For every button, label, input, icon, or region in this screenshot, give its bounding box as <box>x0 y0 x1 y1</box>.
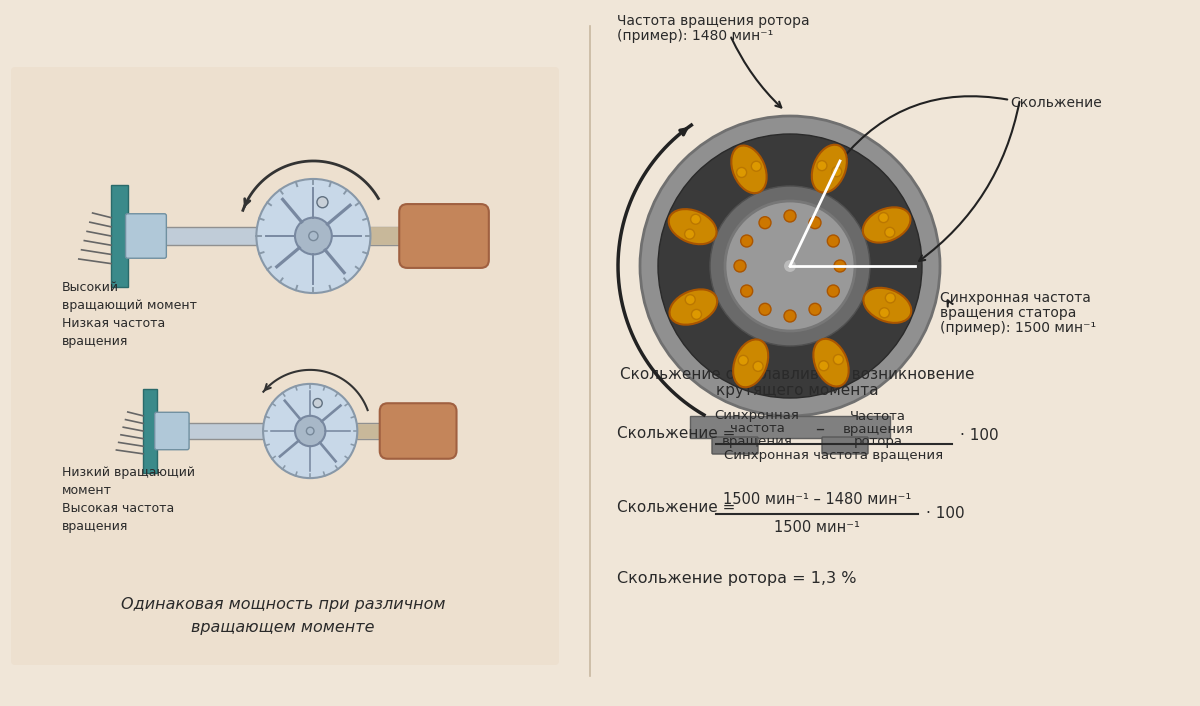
Circle shape <box>817 161 827 171</box>
Circle shape <box>317 197 328 208</box>
Circle shape <box>738 355 749 366</box>
Circle shape <box>691 309 702 319</box>
FancyBboxPatch shape <box>112 186 127 287</box>
Circle shape <box>295 217 331 254</box>
FancyBboxPatch shape <box>822 437 868 454</box>
Text: Синхронная частота: Синхронная частота <box>940 291 1091 305</box>
Circle shape <box>809 304 821 316</box>
Text: частота: частота <box>730 422 785 436</box>
Circle shape <box>827 235 839 247</box>
Circle shape <box>784 210 796 222</box>
FancyBboxPatch shape <box>690 416 890 438</box>
Text: Скольжение: Скольжение <box>1010 96 1102 110</box>
Text: Низкий вращающий
момент
Высокая частота
вращения: Низкий вращающий момент Высокая частота … <box>62 466 194 533</box>
Circle shape <box>640 116 940 416</box>
Text: Скольжение =: Скольжение = <box>617 501 736 515</box>
FancyBboxPatch shape <box>155 412 190 450</box>
Circle shape <box>313 399 323 407</box>
Text: вращения: вращения <box>721 436 792 448</box>
Circle shape <box>760 304 772 316</box>
Circle shape <box>884 227 895 237</box>
Ellipse shape <box>863 208 911 243</box>
Text: Высокий
вращающий момент
Низкая частота
вращения: Высокий вращающий момент Низкая частота … <box>62 281 197 348</box>
Text: Скольжение ротора = 1,3 %: Скольжение ротора = 1,3 % <box>617 570 857 585</box>
Text: –: – <box>816 420 824 438</box>
Circle shape <box>886 293 895 303</box>
FancyBboxPatch shape <box>11 67 559 665</box>
FancyBboxPatch shape <box>371 227 416 245</box>
FancyBboxPatch shape <box>164 227 286 245</box>
Ellipse shape <box>733 340 768 388</box>
Text: 1500 мин⁻¹ – 1480 мин⁻¹: 1500 мин⁻¹ – 1480 мин⁻¹ <box>722 491 911 506</box>
FancyBboxPatch shape <box>379 403 456 459</box>
Circle shape <box>737 167 746 177</box>
Text: Частота: Частота <box>850 409 906 422</box>
Circle shape <box>834 260 846 272</box>
Circle shape <box>784 259 797 273</box>
Text: ротора: ротора <box>853 436 902 448</box>
Ellipse shape <box>670 289 718 325</box>
FancyBboxPatch shape <box>187 424 288 438</box>
Text: крутящего момента: крутящего момента <box>715 383 878 398</box>
Circle shape <box>878 213 888 222</box>
Text: вращения: вращения <box>842 422 913 436</box>
Circle shape <box>734 260 746 272</box>
Text: (пример): 1480 мин⁻¹: (пример): 1480 мин⁻¹ <box>617 29 773 43</box>
Text: вращения статора: вращения статора <box>940 306 1076 320</box>
Circle shape <box>833 354 844 364</box>
Ellipse shape <box>668 209 716 244</box>
Circle shape <box>818 361 829 371</box>
FancyBboxPatch shape <box>143 389 157 473</box>
Text: Синхронная частота вращения: Синхронная частота вращения <box>725 450 943 462</box>
Circle shape <box>880 308 889 318</box>
Circle shape <box>751 161 761 172</box>
Circle shape <box>760 217 772 229</box>
Text: Частота вращения ротора: Частота вращения ротора <box>617 14 810 28</box>
Circle shape <box>685 294 695 305</box>
Circle shape <box>740 285 752 297</box>
Circle shape <box>725 201 854 331</box>
Ellipse shape <box>731 145 767 193</box>
Circle shape <box>658 134 922 398</box>
Circle shape <box>754 361 763 371</box>
Text: (пример): 1500 мин⁻¹: (пример): 1500 мин⁻¹ <box>940 321 1096 335</box>
Circle shape <box>832 167 841 176</box>
FancyBboxPatch shape <box>400 204 488 268</box>
Circle shape <box>306 427 314 435</box>
Circle shape <box>257 179 371 293</box>
Text: 1500 мин⁻¹: 1500 мин⁻¹ <box>774 520 860 535</box>
Circle shape <box>263 384 358 478</box>
Ellipse shape <box>814 339 848 386</box>
Circle shape <box>784 310 796 322</box>
Circle shape <box>827 285 839 297</box>
Text: Скольжение =: Скольжение = <box>617 426 736 441</box>
Circle shape <box>685 229 695 239</box>
Ellipse shape <box>864 288 911 323</box>
Circle shape <box>710 186 870 346</box>
Ellipse shape <box>811 145 847 193</box>
Text: Скольжение обуславливает возникновение: Скольжение обуславливает возникновение <box>619 366 974 382</box>
Circle shape <box>691 214 701 225</box>
Text: · 100: · 100 <box>926 505 965 520</box>
Circle shape <box>740 235 752 247</box>
Text: · 100: · 100 <box>960 429 998 443</box>
Text: Синхронная: Синхронная <box>714 409 799 422</box>
FancyBboxPatch shape <box>126 214 167 258</box>
Text: Одинаковая мощность при различном
вращающем моменте: Одинаковая мощность при различном вращаю… <box>121 597 445 635</box>
FancyBboxPatch shape <box>712 437 758 454</box>
Circle shape <box>809 217 821 229</box>
FancyBboxPatch shape <box>358 424 395 438</box>
Circle shape <box>308 232 318 241</box>
Circle shape <box>295 416 325 446</box>
